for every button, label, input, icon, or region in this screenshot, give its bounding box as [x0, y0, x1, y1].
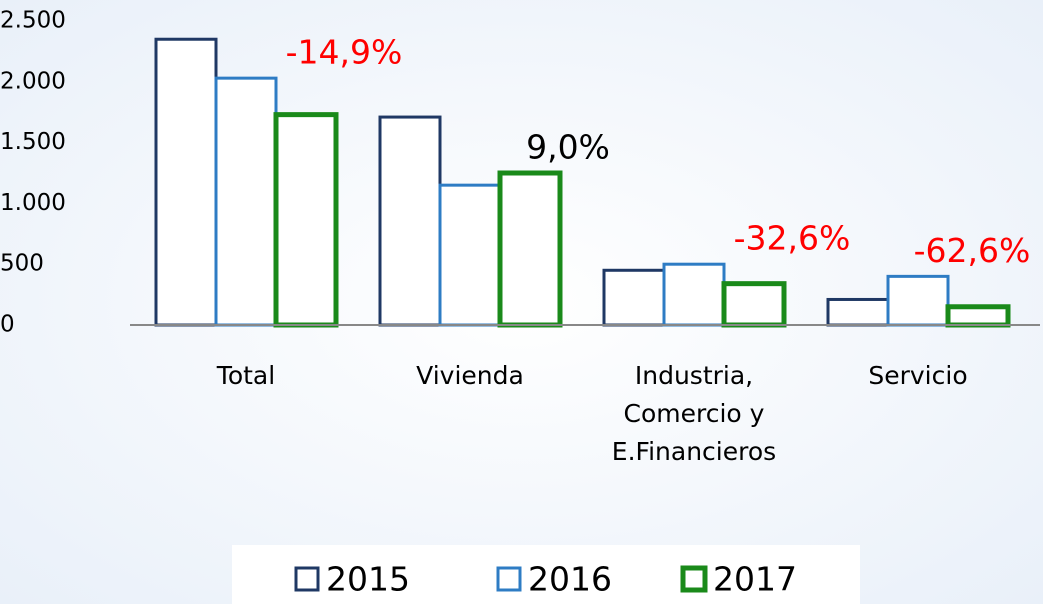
- x-tick-label: Total: [216, 361, 275, 390]
- bar: [602, 268, 666, 327]
- legend-label: 2017: [713, 560, 797, 599]
- x-tick-label: Industria,: [635, 361, 753, 390]
- annotation: -32,6%: [734, 219, 851, 258]
- bar: [945, 304, 1011, 328]
- annotation: -14,9%: [286, 33, 403, 72]
- bar: [826, 297, 890, 327]
- x-tick-label: E.Financieros: [612, 437, 776, 466]
- bar: [378, 115, 442, 327]
- annotation: 9,0%: [526, 128, 610, 167]
- bar: [497, 170, 563, 328]
- bar: [438, 183, 502, 327]
- bar: [662, 262, 726, 327]
- legend-marker: [496, 566, 522, 592]
- y-tick-label: 0: [0, 312, 15, 338]
- x-tick-label: Comercio y: [624, 399, 765, 428]
- legend-label: 2015: [326, 560, 410, 599]
- legend-box: [232, 545, 860, 604]
- legend-label: 2016: [528, 560, 612, 599]
- bar: [214, 76, 278, 327]
- y-tick-label: 500: [0, 251, 44, 277]
- bar: [154, 37, 218, 327]
- y-tick-label: 1.500: [0, 129, 66, 155]
- y-tick-label: 2.500: [0, 8, 66, 34]
- y-tick-label: 2.000: [0, 68, 66, 94]
- annotation: -62,6%: [914, 231, 1031, 270]
- bar: [273, 112, 339, 328]
- bar: [886, 274, 950, 327]
- legend-marker: [680, 565, 708, 593]
- bar: [721, 281, 787, 328]
- x-tick-label: Servicio: [868, 361, 967, 390]
- y-tick-label: 1.000: [0, 190, 66, 216]
- x-tick-label: Vivienda: [416, 361, 524, 390]
- legend-marker: [294, 566, 320, 592]
